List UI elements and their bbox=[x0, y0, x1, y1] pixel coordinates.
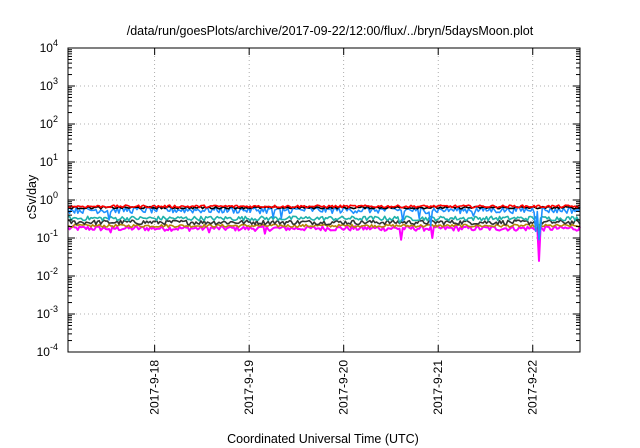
y-tick-base: 10 bbox=[37, 345, 51, 359]
x-tick-label: 2017-9-19 bbox=[242, 360, 256, 415]
y-tick-base: 10 bbox=[37, 307, 51, 321]
x-axis-title: Coordinated Universal Time (UTC) bbox=[227, 432, 419, 446]
y-tick-exponent: -2 bbox=[50, 266, 58, 276]
y-tick-exponent: -1 bbox=[50, 228, 58, 238]
y-tick-exponent: 0 bbox=[53, 190, 58, 200]
x-tick-label: 2017-9-22 bbox=[526, 360, 540, 415]
y-tick-label: 10-4 bbox=[37, 342, 58, 359]
series-line bbox=[67, 215, 581, 236]
x-tick-label: 2017-9-18 bbox=[148, 360, 162, 415]
y-tick-exponent: 2 bbox=[53, 114, 58, 124]
y-tick-base: 10 bbox=[40, 41, 54, 55]
x-tick-labels: 2017-9-18 2017-9-19 2017-9-20 2017-9-21 2017… bbox=[148, 360, 540, 415]
y-tick-label: 102 bbox=[40, 114, 58, 131]
y-tick-label: 103 bbox=[40, 76, 58, 93]
y-tick-exponent: 3 bbox=[53, 76, 58, 86]
y-tick-base: 10 bbox=[37, 269, 51, 283]
y-tick-label: 101 bbox=[40, 152, 58, 169]
x-tick-label: 2017-9-21 bbox=[431, 360, 445, 415]
series-line bbox=[67, 223, 581, 228]
axis-ticks bbox=[68, 47, 580, 353]
y-tick-base: 10 bbox=[40, 155, 54, 169]
y-tick-base: 10 bbox=[37, 231, 51, 245]
y-tick-label: 100 bbox=[40, 190, 58, 207]
plot-area-frame bbox=[67, 47, 581, 353]
y-tick-label: 10-2 bbox=[37, 266, 58, 283]
chart-title: /data/run/goesPlots/archive/2017-09-22/1… bbox=[127, 24, 534, 38]
y-tick-exponent: -4 bbox=[50, 342, 58, 352]
y-tick-label: 10-1 bbox=[37, 228, 58, 245]
y-tick-base: 10 bbox=[40, 117, 54, 131]
y-axis-title: cSv/day bbox=[25, 174, 39, 219]
y-tick-exponent: -3 bbox=[50, 304, 58, 314]
series-line bbox=[67, 204, 581, 209]
y-tick-label: 10-3 bbox=[37, 304, 58, 321]
y-tick-exponent: 1 bbox=[53, 152, 58, 162]
y-tick-base: 10 bbox=[40, 193, 54, 207]
series-line bbox=[67, 225, 581, 262]
series-lines bbox=[67, 204, 581, 262]
y-tick-exponent: 4 bbox=[53, 38, 58, 48]
y-tick-base: 10 bbox=[40, 79, 54, 93]
y-tick-label: 104 bbox=[40, 38, 58, 55]
grid bbox=[68, 48, 580, 352]
x-tick-label: 2017-9-20 bbox=[337, 360, 351, 415]
